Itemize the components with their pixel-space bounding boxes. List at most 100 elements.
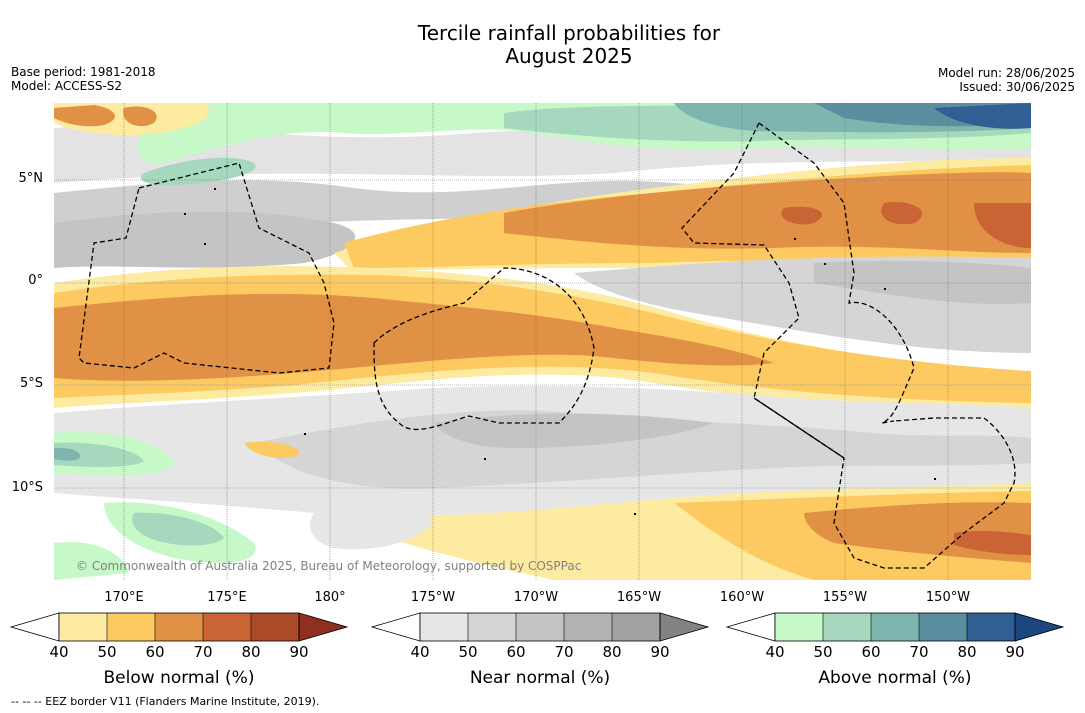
tick-near-50: 50 [458,643,478,661]
map-gridlines [54,103,1031,580]
near-normal-region-north-3 [54,211,356,268]
colorbar-segment [59,613,107,641]
colorbar-segment [823,613,871,641]
eez-border-solid [753,397,845,459]
lat-label-0: 0° [28,273,43,288]
colorbar-segment [871,613,919,641]
colorbar-title-near: Near normal (%) [469,668,611,688]
tick-below-40: 40 [49,643,69,661]
tick-above-50: 50 [813,643,833,661]
colorbar-segment [967,613,1015,641]
base-period: Base period: 1981-2018 [11,65,156,79]
below-normal-band-north-6 [974,203,1031,248]
colorbar-title-below: Below normal (%) [103,668,255,688]
tick-below-90: 90 [289,643,309,661]
tick-below-50: 50 [97,643,117,661]
colorbar-outline [58,612,300,642]
colorbar-arrow-low [726,612,776,642]
title-line-2: August 2025 [505,44,633,68]
colorbar-segment [203,613,251,641]
colorbar-segment [612,613,660,641]
lon-label-150w: 150°W [925,590,971,605]
lon-label-170e: 170°E [104,590,144,605]
tick-below-60: 60 [145,643,165,661]
lon-label-170w: 170°W [513,590,559,605]
issued-date: Issued: 30/06/2025 [959,80,1075,94]
below-normal-band-north-4 [781,206,823,225]
colorbar-segment [155,613,203,641]
colorbar-above-normal [726,612,1065,642]
tick-above-90: 90 [1005,643,1025,661]
probability-map [54,103,1031,580]
tick-near-70: 70 [554,643,574,661]
model-name: Model: ACCESS-S2 [11,79,123,93]
colorbar-arrow-high [298,612,349,642]
near-normal-band-center-2 [814,260,1031,304]
below-normal-region-nw-3 [123,106,157,127]
tick-near-60: 60 [506,643,526,661]
near-normal-band-south-3 [434,413,714,448]
colorbar-segment [775,613,823,641]
above-normal-region-sw-2 [54,442,144,467]
colorbar-arrow-low [371,612,421,642]
colorbar-segment [251,613,299,641]
tick-above-60: 60 [861,643,881,661]
colorbar-segment [468,613,516,641]
meta-right: Model run: 28/06/2025 Issued: 30/06/2025 [938,66,1075,94]
lon-label-165w: 165°W [616,590,662,605]
copyright-credit: © Commonwealth of Australia 2025, Bureau… [76,559,582,573]
colorbar-title-above: Above normal (%) [818,668,972,688]
colorbar-segment [516,613,564,641]
colorbar-segment [420,613,468,641]
below-normal-band-north-3 [504,172,1031,253]
lon-label-175e: 175°E [207,590,247,605]
near-normal-patch-south [310,504,434,550]
above-normal-region-nw-blob [140,157,256,186]
lat-label-10s: 10°S [11,480,43,495]
below-normal-region-nw-2 [54,105,115,127]
colorbar-near-normal [371,612,710,642]
colorbar-below-normal [10,612,349,642]
eez-borders [78,122,1016,569]
island-markers [184,188,936,515]
meta-left: Base period: 1981-2018 Model: ACCESS-S2 [11,65,156,93]
tick-near-80: 80 [602,643,622,661]
lat-label-5s: 5°S [19,376,43,391]
below-normal-patch-south [244,441,300,458]
tick-below-80: 80 [241,643,261,661]
eez-border-tuvalu [373,267,595,431]
colorbar-segment [564,613,612,641]
eez-border-line-islands [681,122,1016,569]
colorbar-segment [107,613,155,641]
tick-near-90: 90 [650,643,670,661]
tick-above-40: 40 [765,643,785,661]
below-normal-band-north-5 [881,202,923,225]
colorbar-outline [419,612,661,642]
lon-label-175w: 175°W [410,590,456,605]
above-normal-region-sw-3 [54,447,80,461]
lon-label-180: 180° [314,590,346,605]
lon-label-160w: 160°W [719,590,765,605]
below-normal-band-equator-3 [54,293,774,381]
eez-border-kiribati-gilbert [78,162,335,374]
lon-label-155w: 155°W [822,590,868,605]
colorbar-arrow-high [659,612,710,642]
map-title: Tercile rainfall probabilities for Augus… [0,22,1085,68]
below-normal-band-south-4 [954,530,1031,555]
map-canvas [54,103,1031,580]
tick-above-70: 70 [909,643,929,661]
tick-near-40: 40 [410,643,430,661]
colorbar-outline [774,612,1016,642]
colorbar-arrow-low [10,612,60,642]
above-normal-region-sw-5 [132,512,224,546]
model-run: Model run: 28/06/2025 [937,66,1075,80]
tick-above-80: 80 [957,643,977,661]
above-normal-region-ne-5 [934,103,1031,129]
title-line-1: Tercile rainfall probabilities for [417,21,721,45]
colorbar-segment [919,613,967,641]
eez-footnote: -- -- -- EEZ border V11 (Flanders Marine… [11,695,320,708]
eez-border-kiribati-phoenix [758,122,915,424]
tick-below-70: 70 [193,643,213,661]
colorbar-arrow-high [1014,612,1065,642]
above-normal-region-sw-6 [54,542,129,580]
